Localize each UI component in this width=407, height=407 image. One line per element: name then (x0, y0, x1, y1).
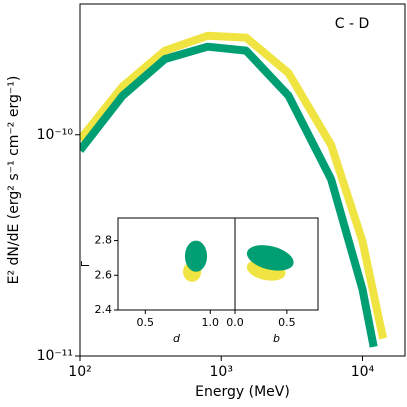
y-tick-label: 10⁻¹¹ (37, 348, 73, 364)
x-tick-label: 10³ (210, 364, 233, 380)
x-tick-label: 0.5 (278, 316, 296, 329)
contour-ellipse (184, 240, 208, 272)
axes-frame (79, 3, 406, 357)
x-axis-label: Energy (MeV) (195, 384, 290, 400)
inset-frame (117, 217, 236, 311)
x-axis-label: d (173, 332, 181, 345)
x-tick-label: 0.5 (137, 316, 155, 329)
y-tick-label: 2.8 (95, 234, 113, 247)
x-tick-label: 10⁴ (351, 364, 375, 380)
plot-area (80, 31, 388, 348)
y-tick-label: 10⁻¹⁰ (37, 127, 74, 143)
y-axis-label: Γ (79, 260, 92, 267)
band-line (80, 31, 388, 340)
x-tick-label: 0.0 (226, 316, 244, 329)
x-tick-label: 1.0 (202, 316, 220, 329)
y-tick-label: 2.4 (95, 303, 113, 316)
contour-ellipse (246, 245, 294, 271)
x-tick-label: 10² (68, 364, 91, 380)
y-axis-label: E² dN/dE (erg² s⁻¹ cm⁻² erg⁻¹) (6, 76, 22, 285)
band-line (80, 42, 378, 348)
x-axis-label: b (273, 332, 280, 345)
y-tick-label: 2.6 (95, 268, 113, 281)
annotation: C - D (335, 16, 370, 32)
